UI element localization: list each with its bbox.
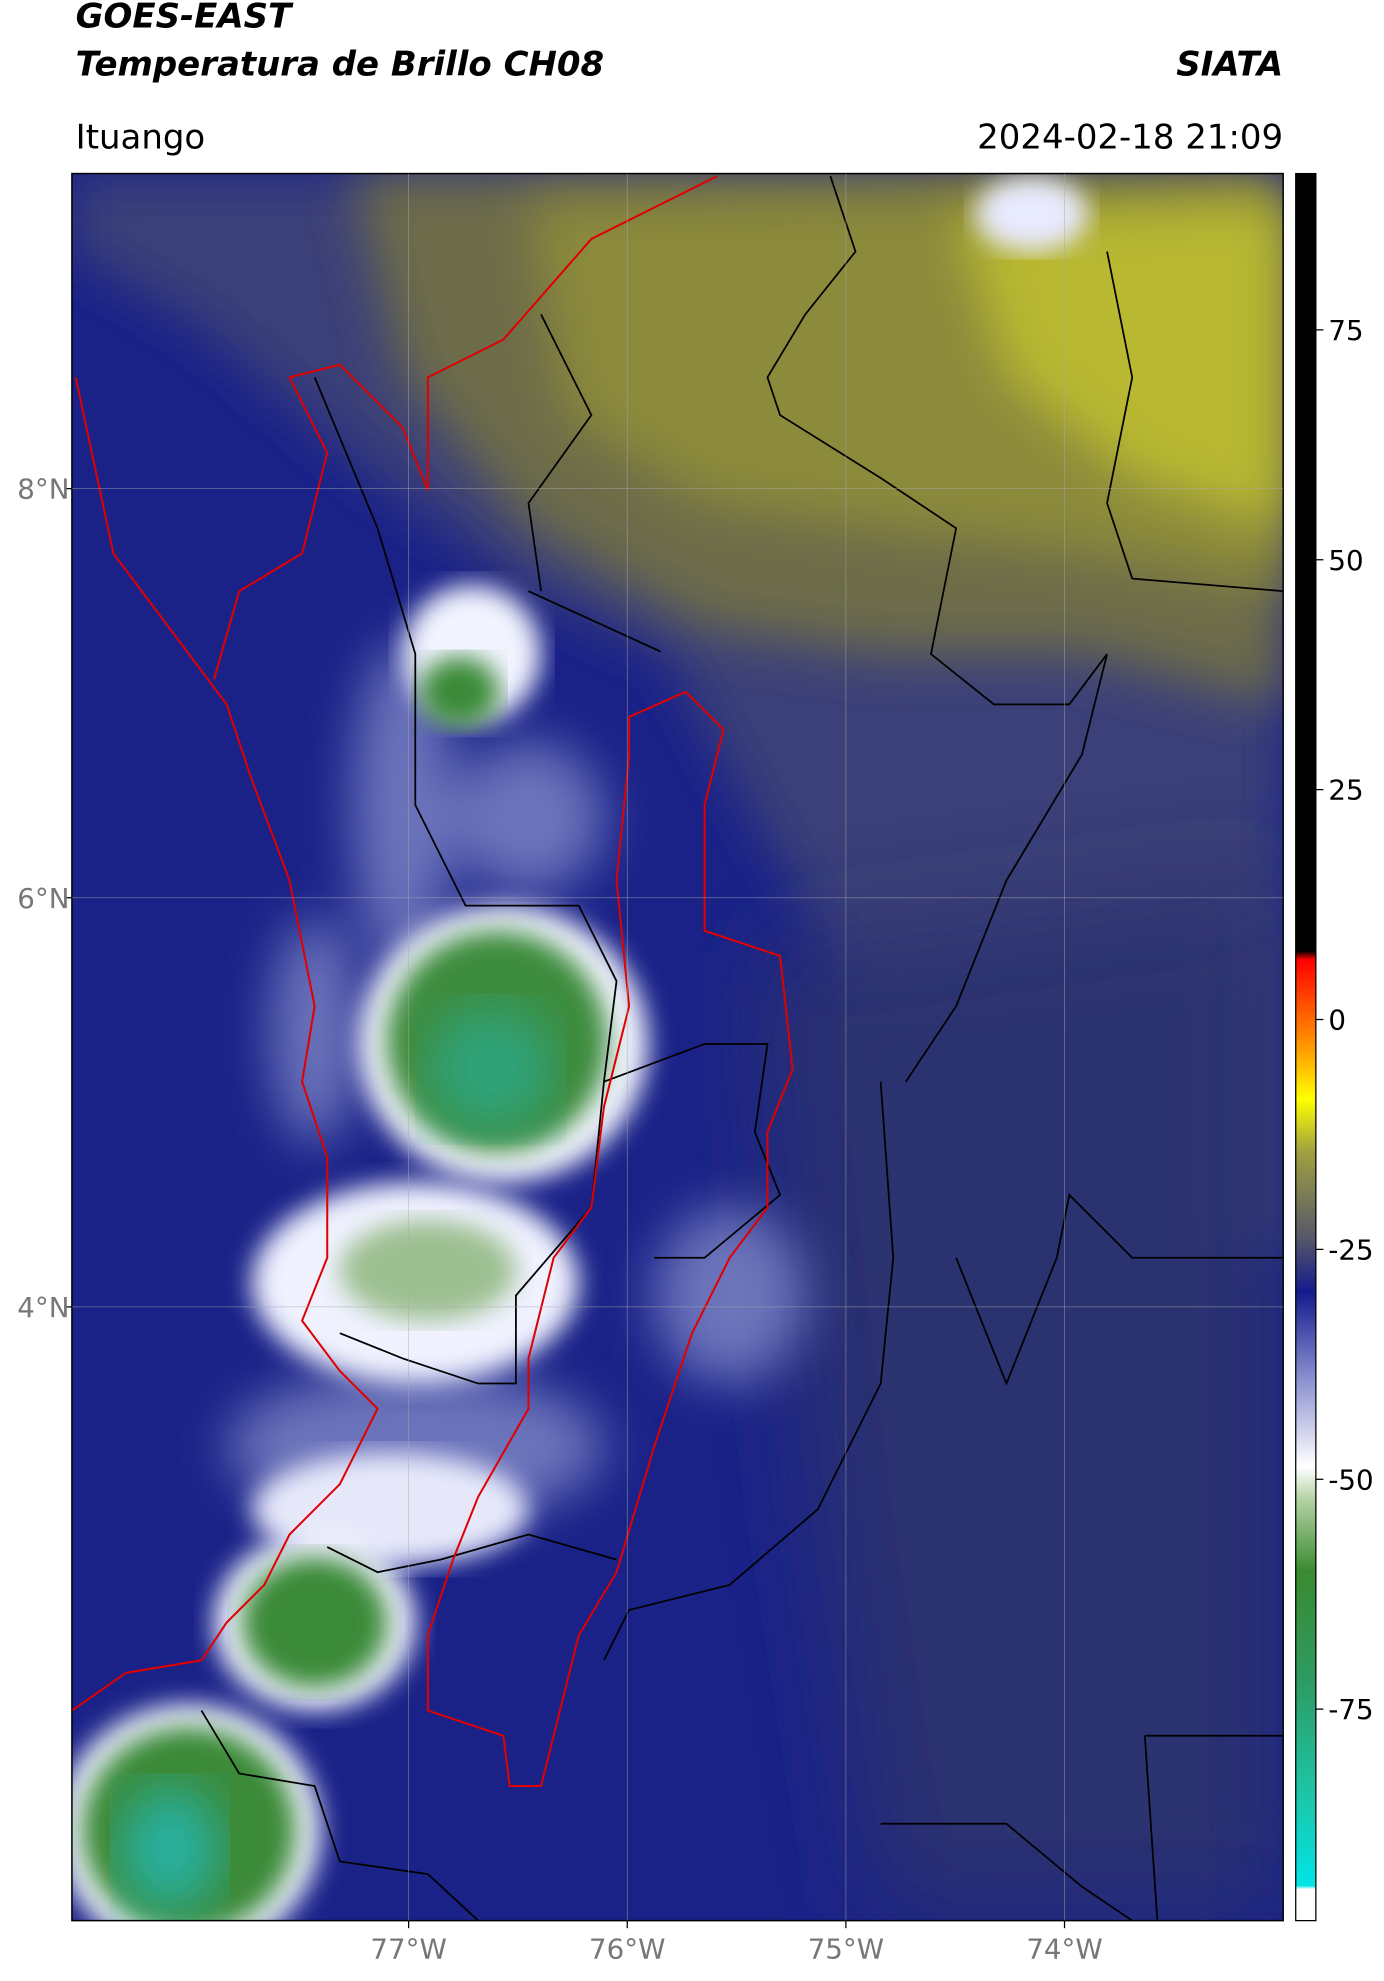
lat-tick-label: 8°N: [17, 473, 69, 506]
axes: 77°W 76°W 75°W 74°W 8°N 6°N 4°N 75 50 25 0 -25 -50 -7…: [17, 173, 1374, 1965]
borders: [200, 175, 1284, 1921]
colorbar-tick-label: -50: [1328, 1463, 1373, 1496]
source: SIATA: [1176, 44, 1283, 84]
lon-tick-label: 77°W: [370, 1932, 446, 1965]
lon-tick-label: 76°W: [589, 1932, 665, 1965]
title: GOES-EAST: [76, 0, 294, 37]
datetime: 2024-02-18 21:09: [977, 117, 1283, 157]
colorbar-tick-label: -75: [1328, 1693, 1373, 1726]
red-borders: [71, 175, 794, 1788]
satellite-image: [71, 173, 1284, 1921]
lat-tick-label: 4°N: [17, 1291, 69, 1324]
colorbar-tick-label: 75: [1328, 314, 1363, 347]
lon-tick-label: 75°W: [808, 1932, 884, 1965]
region: Ituango: [76, 117, 206, 157]
colorbar-tick-label: 50: [1328, 544, 1363, 577]
lon-tick-label: 74°W: [1026, 1932, 1102, 1965]
colorbar: [1295, 172, 1317, 1922]
colorbar-tick-label: -25: [1328, 1233, 1373, 1266]
map-frame: [71, 172, 1284, 1922]
colorbar-tick-label: 25: [1328, 774, 1363, 807]
colorbar-tick-label: 0: [1328, 1004, 1346, 1037]
subtitle: Temperatura de Brillo CH08: [76, 44, 604, 84]
lat-tick-label: 6°N: [17, 882, 69, 915]
